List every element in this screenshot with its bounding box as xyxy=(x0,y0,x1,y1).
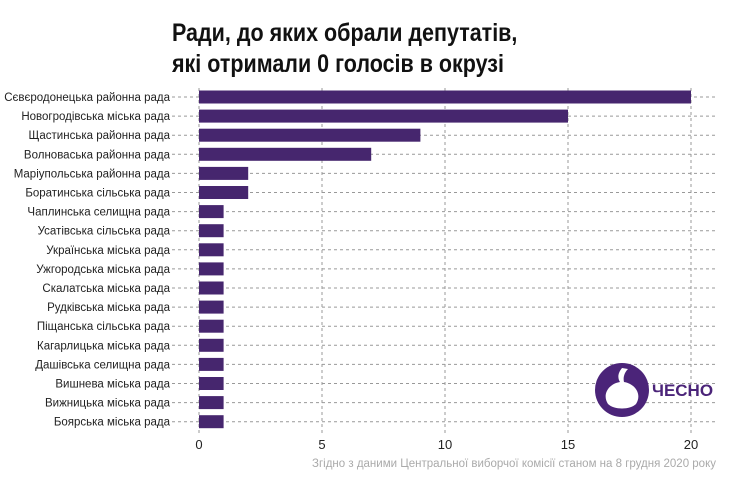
source-note: Згідно з даними Центральної виборчої ком… xyxy=(312,458,716,470)
category-label: Усатівська сільська рада xyxy=(38,226,171,238)
category-label: Боратинська сільська рада xyxy=(25,188,170,200)
category-label: Чаплинська селищна рада xyxy=(27,207,170,219)
category-label: Вишнева міська рада xyxy=(55,379,170,391)
bar xyxy=(199,90,691,104)
bar xyxy=(199,205,224,219)
bar xyxy=(199,224,224,238)
category-label: Скалатська міська рада xyxy=(42,283,170,295)
x-tick-label: 5 xyxy=(318,437,325,452)
title-line-1: Ради, до яких обрали депутатів, xyxy=(172,19,518,47)
garlic-icon xyxy=(605,368,639,409)
category-label: Боярська міська рада xyxy=(54,417,171,429)
category-label: Українська міська рада xyxy=(46,245,170,257)
category-label: Рудківська міська рада xyxy=(47,302,171,314)
bar xyxy=(199,262,224,276)
bar xyxy=(199,166,249,180)
bar xyxy=(199,300,224,314)
x-tick-label: 15 xyxy=(561,437,575,452)
bar xyxy=(199,128,421,142)
bar xyxy=(199,186,249,199)
bar xyxy=(199,109,568,123)
category-label: Маріупольська районна рада xyxy=(14,168,171,180)
bar xyxy=(199,243,224,257)
bar xyxy=(199,415,224,429)
category-label: Дашівська селищна рада xyxy=(35,359,170,371)
title-line-2: які отримали 0 голосів в окрузі xyxy=(172,50,504,78)
x-tick-label: 20 xyxy=(684,437,698,452)
category-label: Ужгородська міська рада xyxy=(36,264,170,276)
bar xyxy=(199,396,224,410)
chart-title: Ради, до яких обрали депутатів, які отри… xyxy=(172,18,517,80)
bar xyxy=(199,319,224,333)
category-label: Кагарлицька міська рада xyxy=(37,340,171,352)
bar xyxy=(199,281,224,295)
category-label: Волноваська районна рада xyxy=(24,149,171,161)
category-label: Сєвєродонецька районна рада xyxy=(4,92,170,104)
category-label: Піщанська сільська рада xyxy=(37,321,171,333)
bar xyxy=(199,377,224,390)
x-tick-label: 0 xyxy=(195,437,202,452)
category-label: Вижницька міська рада xyxy=(45,398,171,410)
chesno-logo: ЧЕСНО xyxy=(595,363,713,417)
logo-text: ЧЕСНО xyxy=(652,381,713,400)
bar xyxy=(199,338,224,352)
x-tick-label: 10 xyxy=(438,437,452,452)
bar xyxy=(199,147,372,161)
bar xyxy=(199,357,224,371)
category-label: Щастинська районна рада xyxy=(28,130,170,142)
category-label: Новогродівська міська рада xyxy=(21,111,170,123)
